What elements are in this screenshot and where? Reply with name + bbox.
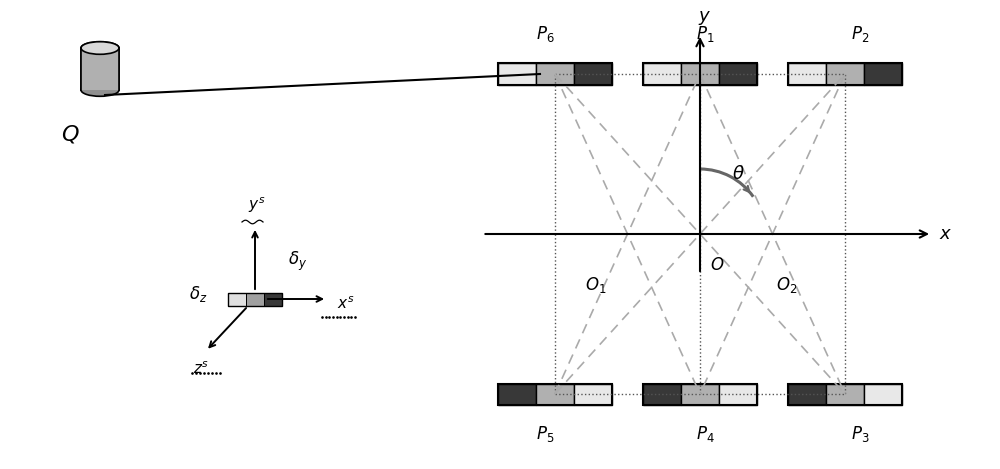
Bar bbox=[536, 63, 574, 84]
Text: $\theta$: $\theta$ bbox=[732, 165, 744, 183]
Bar bbox=[826, 63, 864, 84]
Text: $P_1$: $P_1$ bbox=[696, 24, 714, 44]
Bar bbox=[264, 293, 282, 305]
Bar bbox=[498, 63, 536, 84]
Bar bbox=[788, 384, 826, 404]
Text: $O$: $O$ bbox=[710, 256, 724, 274]
Text: $P_6$: $P_6$ bbox=[536, 24, 554, 44]
Bar bbox=[788, 63, 826, 84]
Bar bbox=[643, 63, 757, 84]
Bar bbox=[228, 293, 246, 305]
Text: $z^s$: $z^s$ bbox=[193, 361, 209, 378]
Text: $P_2$: $P_2$ bbox=[851, 24, 869, 44]
Bar bbox=[536, 384, 574, 404]
Text: $P_5$: $P_5$ bbox=[536, 424, 554, 444]
Bar bbox=[81, 48, 119, 90]
Bar bbox=[826, 384, 864, 404]
Text: $x$: $x$ bbox=[939, 225, 952, 243]
Text: $P_3$: $P_3$ bbox=[851, 424, 869, 444]
Bar bbox=[788, 384, 902, 404]
Bar bbox=[574, 63, 612, 84]
Text: $O_2$: $O_2$ bbox=[776, 275, 798, 295]
Ellipse shape bbox=[81, 42, 119, 54]
Bar bbox=[681, 63, 719, 84]
Ellipse shape bbox=[81, 42, 119, 54]
Text: $x^s$: $x^s$ bbox=[337, 295, 354, 312]
Text: $y^s$: $y^s$ bbox=[248, 196, 266, 215]
Text: $O_1$: $O_1$ bbox=[585, 275, 606, 295]
Bar bbox=[498, 384, 612, 404]
Bar bbox=[864, 63, 902, 84]
Bar bbox=[719, 63, 757, 84]
Bar bbox=[228, 293, 282, 305]
Bar bbox=[574, 384, 612, 404]
Bar bbox=[643, 384, 757, 404]
Bar bbox=[246, 293, 264, 305]
Bar bbox=[81, 48, 119, 90]
Bar bbox=[643, 63, 681, 84]
Text: $Q$: $Q$ bbox=[61, 123, 79, 145]
Ellipse shape bbox=[81, 83, 119, 96]
Bar bbox=[681, 384, 719, 404]
Bar bbox=[788, 63, 902, 84]
Bar bbox=[498, 384, 536, 404]
Text: $\delta_y$: $\delta_y$ bbox=[288, 250, 307, 272]
Text: $\delta_z$: $\delta_z$ bbox=[189, 284, 207, 304]
Bar bbox=[498, 63, 612, 84]
Bar bbox=[864, 384, 902, 404]
Text: $y$: $y$ bbox=[698, 9, 712, 27]
Bar bbox=[719, 384, 757, 404]
Text: $P_4$: $P_4$ bbox=[696, 424, 714, 444]
Bar bbox=[643, 384, 681, 404]
